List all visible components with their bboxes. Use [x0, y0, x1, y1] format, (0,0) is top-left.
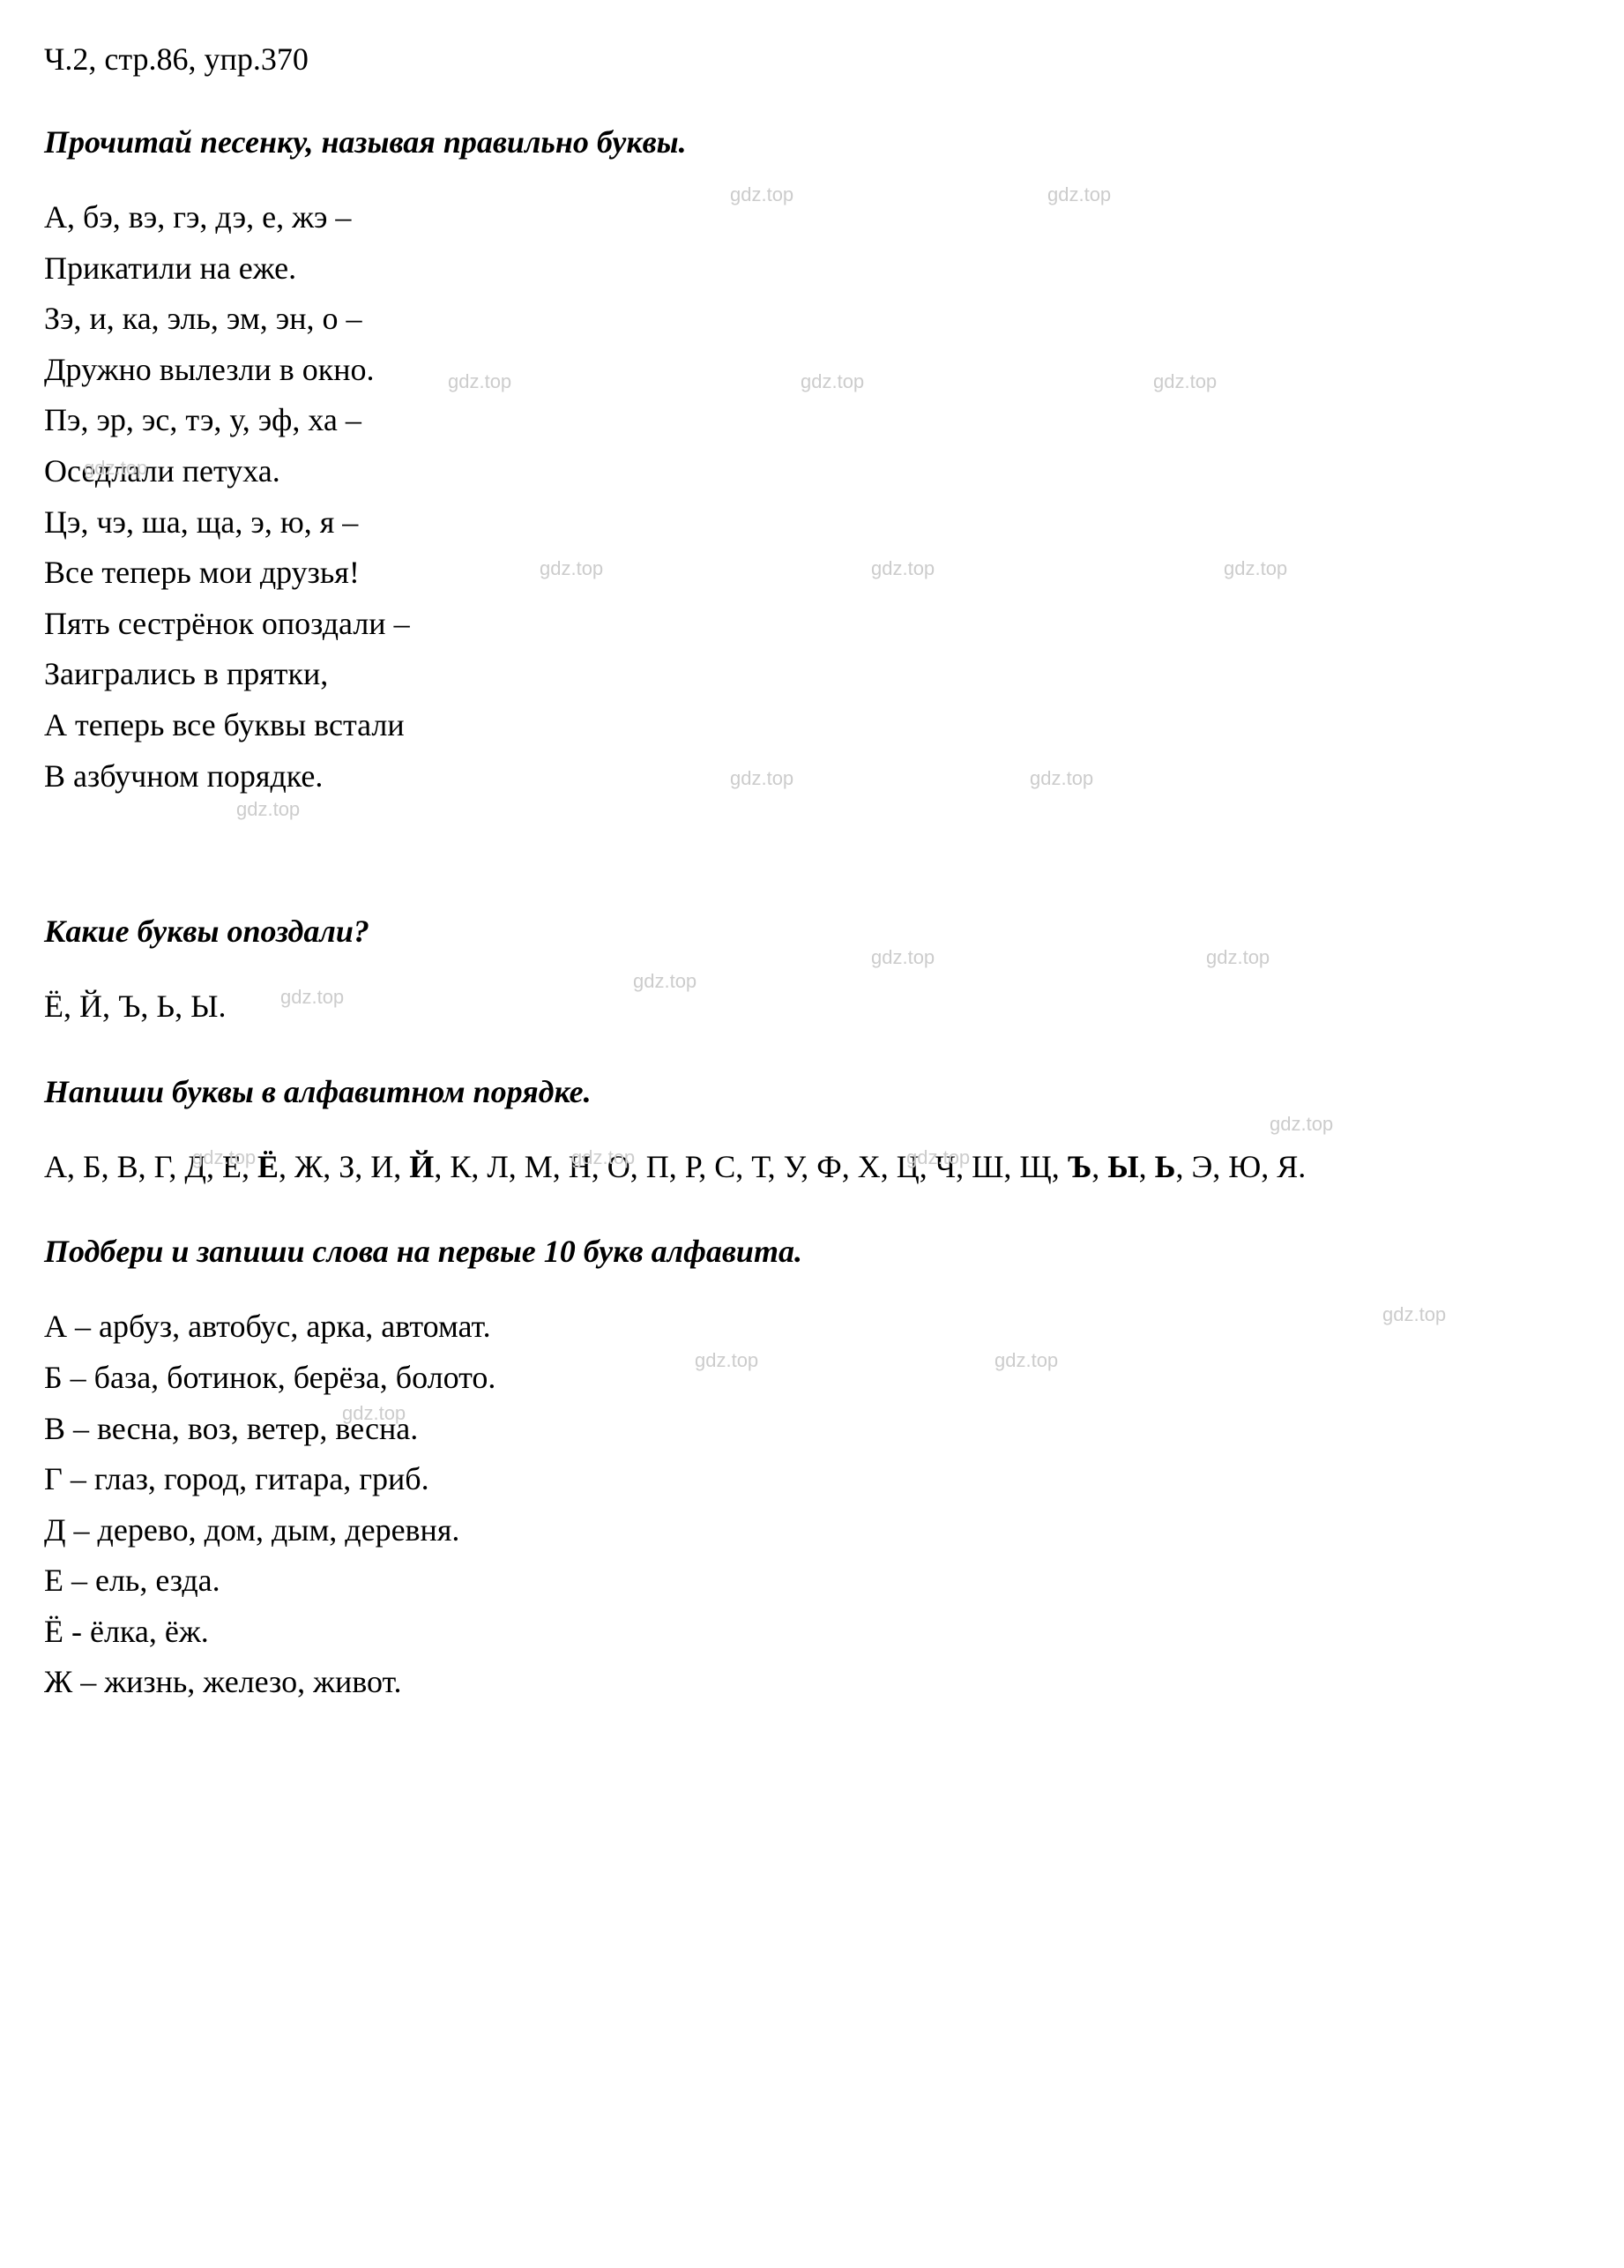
alphabet-segment: , Э, Ю, Я. [1175, 1149, 1306, 1184]
words-line: Г – глаз, город, гитара, гриб. [44, 1454, 1580, 1505]
instruction-late-letters: Какие буквы опоздали? [44, 907, 1580, 955]
alphabet-text: А, Б, В, Г, Д, Е, Ё, Ж, З, И, Й, К, Л, М… [44, 1142, 1580, 1193]
alphabet-segment: Ь [1155, 1149, 1176, 1184]
instruction-read-song: Прочитай песенку, называя правильно букв… [44, 118, 1580, 166]
words-line: Д – дерево, дом, дым, деревня. [44, 1505, 1580, 1556]
alphabet-segment: Ъ [1068, 1149, 1092, 1184]
alphabet-segment: А, Б, В, Г, Д, Е, [44, 1149, 257, 1184]
header-reference: Ч.2, стр.86, упр.370 [44, 35, 1580, 83]
instruction-first-ten-words: Подбери и запиши слова на первые 10 букв… [44, 1227, 1580, 1275]
words-line: Б – база, ботинок, берёза, болото. [44, 1353, 1580, 1404]
watermark-text: gdz.top [1270, 1113, 1333, 1136]
alphabet-segment: , К, Л, М, Н, О, П, Р, С, Т, У, Ф, Х, Ц,… [434, 1149, 1067, 1184]
alphabet-segment: Й [409, 1149, 434, 1184]
words-line: А – арбуз, автобус, арка, автомат. [44, 1302, 1580, 1353]
alphabet-segment: , [1091, 1149, 1107, 1184]
words-line: Ё - ёлка, ёж. [44, 1607, 1580, 1658]
words-list: А – арбуз, автобус, арка, автомат.Б – ба… [44, 1302, 1580, 1708]
words-line: В – весна, воз, ветер, весна. [44, 1404, 1580, 1455]
late-letters-text: Ё, Й, Ъ, Ь, Ы. [44, 981, 1580, 1033]
section-gap-1 [44, 802, 1580, 872]
poem-text: А, бэ, вэ, гэ, дэ, е, жэ – Прикатили на … [44, 192, 1580, 802]
words-line: Е – ель, езда. [44, 1556, 1580, 1607]
alphabet-segment: , Ж, З, И, [279, 1149, 409, 1184]
alphabet-segment: Ё [257, 1149, 279, 1184]
alphabet-segment: , [1139, 1149, 1155, 1184]
alphabet-segment: Ы [1107, 1149, 1138, 1184]
words-line: Ж – жизнь, железо, живот. [44, 1657, 1580, 1708]
instruction-alphabet-order: Напиши буквы в алфавитном порядке. [44, 1068, 1580, 1115]
